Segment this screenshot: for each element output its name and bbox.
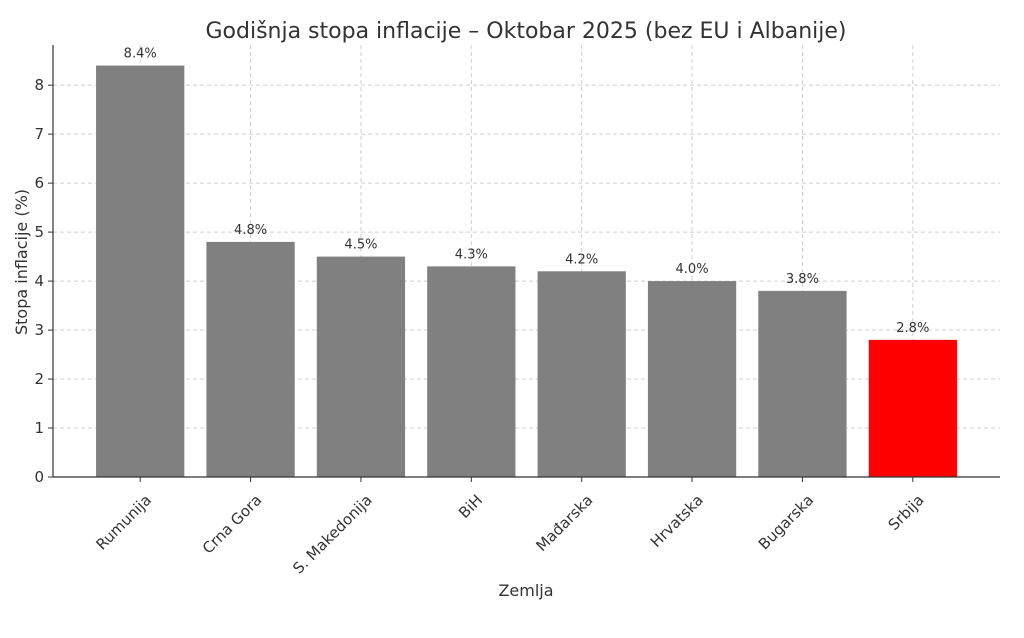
data-label: 4.3% — [455, 247, 488, 262]
data-label: 4.5% — [344, 238, 377, 253]
x-tick-label: Crna Gora — [199, 491, 265, 557]
y-tick-label: 7 — [34, 125, 44, 143]
x-tick-label: S. Makedonija — [289, 491, 375, 577]
data-label: 4.2% — [565, 252, 598, 267]
x-tick-label: BiH — [455, 491, 486, 522]
x-axis-label: Zemlja — [498, 581, 553, 600]
x-tick-label: Bugarska — [755, 491, 817, 553]
bar — [758, 290, 847, 477]
bar — [647, 281, 737, 477]
y-tick-label: 8 — [34, 76, 44, 94]
y-tick-label: 2 — [34, 370, 44, 388]
x-tick-label: Srbija — [885, 491, 928, 534]
y-tick-label: 1 — [34, 419, 44, 437]
data-label: 8.4% — [124, 47, 157, 62]
bar — [96, 65, 185, 478]
data-label: 4.0% — [676, 262, 709, 277]
bar — [427, 266, 516, 477]
y-tick-label: 4 — [34, 272, 44, 290]
data-label: 2.8% — [896, 321, 929, 336]
x-tick-label: Hrvatska — [647, 491, 707, 551]
chart-title: Godišnja stopa inflacije – Oktobar 2025 … — [205, 19, 846, 44]
y-tick-label: 0 — [34, 468, 44, 486]
y-tick-label: 5 — [34, 223, 44, 241]
data-label: 3.8% — [786, 272, 819, 287]
y-tick-label: 6 — [34, 174, 44, 192]
bar — [206, 241, 295, 477]
bar — [537, 271, 626, 477]
y-tick-label: 3 — [34, 321, 44, 339]
x-tick-label: Mađarska — [532, 491, 596, 555]
bar — [868, 339, 957, 477]
y-axis-label: Stopa inflacije (%) — [12, 189, 31, 335]
data-label: 4.8% — [234, 223, 267, 238]
bar — [316, 256, 406, 477]
x-tick-label: Rumunija — [92, 491, 155, 554]
